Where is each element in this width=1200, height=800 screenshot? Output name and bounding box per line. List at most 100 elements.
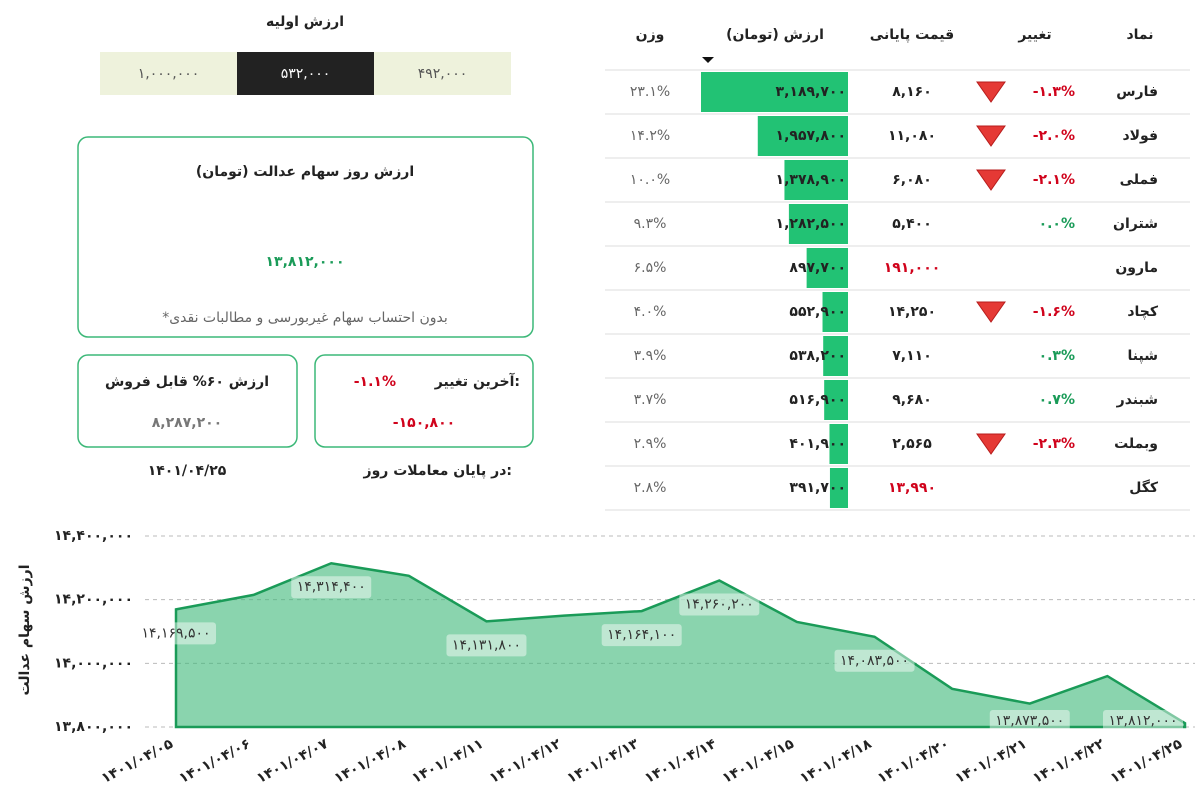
value-bar — [788, 204, 848, 244]
change: ۰.۳% — [1039, 348, 1075, 364]
sellable-value: ۸,۲۸۷,۲۰۰ — [152, 415, 222, 431]
value: ۵۳۸,۲۰۰ — [789, 348, 846, 364]
weight: ۳.۷% — [634, 392, 667, 408]
value: ۱,۳۷۸,۹۰۰ — [776, 172, 846, 188]
value-bar — [824, 380, 848, 420]
initial-title: ارزش اولیه — [266, 14, 344, 30]
weight: ۲.۹% — [634, 436, 667, 452]
sort-arrow — [702, 57, 714, 63]
value-bar — [823, 336, 848, 376]
value: ۱,۲۸۲,۵۰۰ — [776, 216, 846, 232]
value-label: ۱۴,۱۶۹,۵۰۰ — [141, 625, 210, 641]
price: ۱۹۱,۰۰۰ — [884, 260, 941, 276]
value: ۳۹۱,۷۰۰ — [789, 480, 846, 496]
value-label-box — [834, 649, 915, 672]
symbol: فولاد — [1122, 128, 1158, 144]
value-bar — [784, 160, 848, 200]
value-label: ۱۴,۰۸۳,۵۰۰ — [840, 653, 909, 669]
option-label[interactable]: ۴۹۲,۰۰۰ — [418, 66, 468, 82]
x-tick-label: ۱۴۰۱/۰۴/۲۱ — [953, 736, 1030, 787]
option-button[interactable] — [237, 52, 374, 95]
down-arrow — [976, 81, 1006, 103]
change-card — [314, 354, 534, 448]
value-bar — [829, 468, 848, 508]
symbol: وبملت — [1114, 436, 1158, 452]
value-label: ۱۳,۸۷۳,۵۰۰ — [995, 713, 1064, 729]
x-tick-label: ۱۴۰۱/۰۴/۱۱ — [409, 736, 486, 787]
y-tick-label: ۱۴,۰۰۰,۰۰۰ — [54, 655, 133, 671]
price: ۱۱,۰۸۰ — [888, 128, 936, 144]
option-button[interactable] — [100, 52, 237, 95]
value-label-box — [136, 622, 216, 645]
symbol: شبندر — [1116, 392, 1158, 408]
option-label[interactable]: ۱,۰۰۰,۰۰۰ — [138, 66, 200, 82]
weight: ۴.۰% — [634, 304, 667, 320]
down-arrow — [976, 125, 1006, 147]
symbol: شپنا — [1128, 348, 1158, 364]
value-bar — [757, 116, 848, 156]
y-tick-label: ۱۳,۸۰۰,۰۰۰ — [54, 719, 133, 735]
value-label: ۱۴,۱۳۱,۸۰۰ — [452, 637, 521, 653]
main-title: ارزش روز سهام عدالت (تومان) — [196, 164, 414, 180]
change-amount: -۱۵۰,۸۰۰ — [393, 415, 455, 431]
price: ۹,۶۸۰ — [892, 392, 932, 408]
value: ۴۰۱,۹۰۰ — [789, 436, 846, 452]
chart: ۱۳,۸۰۰,۰۰۰ ۱۴,۰۰۰,۰۰۰ ۱۴,۲۰۰,۰۰۰ ۱۴,۴۰۰,۰۰۰… — [54, 528, 1195, 787]
x-tick-label: ۱۴۰۱/۰۴/۲۰ — [875, 736, 952, 787]
value: ۵۵۲,۹۰۰ — [789, 304, 846, 320]
x-tick-label: ۱۴۰۱/۰۴/۰۶ — [176, 736, 253, 787]
option-label[interactable]: ۵۳۲,۰۰۰ — [281, 66, 331, 82]
column-header: نماد — [1126, 27, 1153, 43]
change: -۲.۳% — [1033, 436, 1075, 452]
option-button[interactable] — [374, 52, 511, 95]
main-note: *بدون احتساب سهام غیربورسی و مطالبات نقد… — [162, 310, 448, 326]
change: ۰.۰% — [1039, 216, 1075, 232]
price: ۶,۰۸۰ — [892, 172, 932, 188]
table: نماد تغییر قیمت پایانی ارزش (تومان) وزن فارس -… — [605, 27, 1190, 511]
x-tick-label: ۱۴۰۱/۰۴/۱۲ — [487, 736, 564, 787]
x-tick-label: ۱۴۰۱/۰۴/۱۴ — [642, 736, 719, 787]
symbol: مارون — [1115, 260, 1158, 276]
value: ۳,۱۸۹,۷۰۰ — [776, 84, 846, 100]
x-tick-label: ۱۴۰۱/۰۴/۱۵ — [720, 736, 797, 787]
value-label: ۱۳,۸۱۲,۰۰۰ — [1108, 713, 1177, 729]
column-header: وزن — [636, 27, 665, 43]
down-arrow — [976, 433, 1006, 455]
weight: ۹.۳% — [634, 216, 667, 232]
change-percent: -۱.۱% — [354, 374, 396, 390]
change: -۱.۶% — [1033, 304, 1075, 320]
symbol: کگل — [1129, 479, 1159, 496]
change: -۲.۰% — [1033, 128, 1075, 144]
price: ۸,۱۶۰ — [892, 84, 932, 100]
change: -۱.۳% — [1033, 84, 1075, 100]
column-header[interactable]: ارزش (تومان) — [726, 27, 824, 43]
value-label-box — [1103, 710, 1183, 732]
initial-options: ۱,۰۰۰,۰۰۰ ۵۳۲,۰۰۰ ۴۹۲,۰۰۰ — [100, 52, 511, 95]
x-tick-label: ۱۴۰۱/۰۴/۰۵ — [99, 736, 176, 787]
x-tick-label: ۱۴۰۱/۰۴/۱۸ — [797, 736, 874, 787]
area — [174, 561, 1187, 729]
weight: ۳.۹% — [634, 348, 667, 364]
value-bar — [829, 424, 848, 464]
value-bar — [822, 292, 848, 332]
footer-label: در پایان معاملات روز: — [363, 463, 512, 479]
y-tick-label: ۱۴,۲۰۰,۰۰۰ — [54, 592, 133, 608]
value: ۱,۹۵۷,۸۰۰ — [776, 128, 846, 144]
down-arrow — [976, 301, 1006, 323]
down-arrow — [976, 169, 1006, 191]
sellable-card — [77, 354, 298, 448]
weight: ۲۳.۱% — [630, 84, 670, 100]
x-tick-label: ۱۴۰۱/۰۴/۰۸ — [332, 736, 409, 787]
value-label-box — [601, 624, 682, 647]
value-label: ۱۴,۱۶۴,۱۰۰ — [607, 627, 676, 643]
column-header: تغییر — [1017, 27, 1051, 43]
change: ۰.۷% — [1039, 392, 1075, 408]
value-label-box — [679, 593, 760, 616]
symbol: فارس — [1116, 84, 1158, 100]
value-label: ۱۴,۲۶۰,۲۰۰ — [685, 597, 754, 613]
sellable-label: ارزش ۶۰% قابل فروش — [105, 374, 269, 390]
symbol: فملی — [1120, 172, 1158, 188]
weight: ۱۰.۰% — [630, 172, 670, 188]
x-tick-label: ۱۴۰۱/۰۴/۲۵ — [1108, 736, 1185, 787]
